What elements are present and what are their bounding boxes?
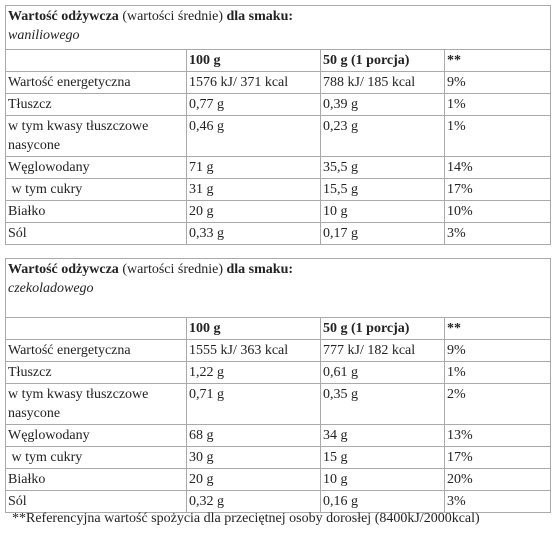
cell: 71 g [186,156,321,179]
title-normal: (wartości średnie) [122,262,223,277]
cell: 1576 kJ/ 371 kcal [186,71,321,94]
header-cell: ** [443,49,552,72]
cell: 17% [443,446,552,469]
cell: 1% [443,115,552,157]
title-normal: (wartości średnie) [122,9,223,24]
cell: Węglowodany [5,156,187,179]
title-bold: Wartość odżywcza [8,262,119,277]
nutrition-table: Wartość odżywcza (wartości średnie) dla … [4,5,552,245]
cell: 2% [443,383,552,425]
cell: 0,77 g [186,93,321,116]
row: Tłuszcz 1,22 g 0,61 g 1% [5,361,552,384]
cell: 0,23 g [320,115,445,157]
header-cell: 100 g [186,49,321,72]
cell: 777 kJ/ 182 kcal [320,339,445,362]
cell: Białko [5,200,187,223]
row: Węglowodany 71 g 35,5 g 14% [5,156,552,179]
cell: 1% [443,361,552,384]
title-row: Wartość odżywcza (wartości średnie) dla … [4,5,552,50]
cell: 34 g [320,424,445,447]
footnote: **Referencyjna wartość spożycia dla prze… [12,511,480,526]
cell: Sól [5,490,187,513]
header-row: 100 g 50 g (1 porcja) ** [5,49,552,72]
cell: 0,32 g [186,490,321,513]
cell: 0,61 g [320,361,445,384]
title-cell: Wartość odżywcza (wartości średnie) dla … [4,258,552,318]
cell: 788 kJ/ 185 kcal [320,71,445,94]
cell: 13% [443,424,552,447]
cell: 0,46 g [186,115,321,157]
cell: 1,22 g [186,361,321,384]
row: w tym cukry 31 g 15,5 g 17% [5,178,552,201]
title-cell: Wartość odżywcza (wartości średnie) dla … [4,5,552,50]
cell: 20 g [186,200,321,223]
cell: 20 g [186,468,321,491]
cell: 0,35 g [320,383,445,425]
cell: Sól [5,222,187,245]
cell: 0,33 g [186,222,321,245]
cell: 20% [443,468,552,491]
cell: w tym kwasy tłuszczowe nasycone [5,115,187,157]
header-cell: 50 g (1 porcja) [320,49,445,72]
cell: 15 g [320,446,445,469]
cell: 3% [443,490,552,513]
cell: 10% [443,200,552,223]
title-bold: dla smaku: [226,9,294,24]
cell: 10 g [320,468,445,491]
cell: 0,16 g [320,490,445,513]
row: Wartość energetyczna 1555 kJ/ 363 kcal 777… [5,339,552,362]
cell: 1% [443,93,552,116]
title-row: Wartość odżywcza (wartości średnie) dla … [4,258,552,318]
title-bold: dla smaku: [226,262,294,277]
cell: 9% [443,339,552,362]
flavor: czekoladowego [8,281,94,296]
row: w tym cukry 30 g 15 g 17% [5,446,552,469]
header-cell: 50 g (1 porcja) [320,317,445,340]
row: Sól 0,32 g 0,16 g 3% [5,490,552,513]
cell: 0,71 g [186,383,321,425]
cell: 68 g [186,424,321,447]
cell: 10 g [320,200,445,223]
cell: 1555 kJ/ 363 kcal [186,339,321,362]
header-cell: ** [443,317,552,340]
header-cell [5,317,187,340]
row: w tym kwasy tłuszczowe nasycone 0,46 g 0,2… [5,115,552,157]
row: Tłuszcz 0,77 g 0,39 g 1% [5,93,552,116]
row: Białko 20 g 10 g 20% [5,468,552,491]
cell: w tym cukry [5,446,187,469]
row: Węglowodany 68 g 34 g 13% [5,424,552,447]
cell: 14% [443,156,552,179]
header-cell: 100 g [186,317,321,340]
cell: Białko [5,468,187,491]
cell: 15,5 g [320,178,445,201]
cell: 9% [443,71,552,94]
cell: 3% [443,222,552,245]
header-row: 100 g 50 g (1 porcja) ** [5,317,552,340]
header-cell [5,49,187,72]
cell: w tym kwasy tłuszczowe nasycone [5,383,187,425]
row: Białko 20 g 10 g 10% [5,200,552,223]
cell: Tłuszcz [5,93,187,116]
cell: 31 g [186,178,321,201]
cell: w tym cukry [5,178,187,201]
cell: 35,5 g [320,156,445,179]
row: Sól 0,33 g 0,17 g 3% [5,222,552,245]
cell: 17% [443,178,552,201]
cell: 30 g [186,446,321,469]
cell: Węglowodany [5,424,187,447]
cell: Wartość energetyczna [5,339,187,362]
cell: Wartość energetyczna [5,71,187,94]
cell: Tłuszcz [5,361,187,384]
flavor: waniliowego [8,28,80,43]
cell: 0,17 g [320,222,445,245]
row: w tym kwasy tłuszczowe nasycone 0,71 g 0,3… [5,383,552,425]
nutrition-table: Wartość odżywcza (wartości średnie) dla … [4,258,552,513]
cell: 0,39 g [320,93,445,116]
title-bold: Wartość odżywcza [8,9,119,24]
row: Wartość energetyczna 1576 kJ/ 371 kcal 788… [5,71,552,94]
